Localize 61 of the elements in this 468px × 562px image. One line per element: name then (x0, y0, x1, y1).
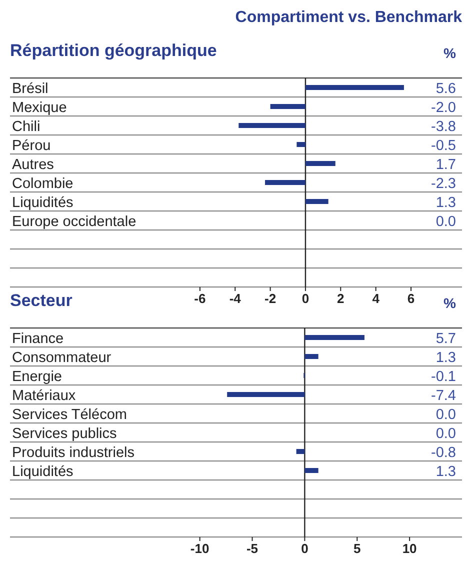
chart-subtitle: Compartiment vs. Benchmark (235, 9, 462, 26)
y-tick-label: Colombie (12, 176, 74, 192)
bar (296, 449, 305, 454)
y-tick-label: Autres (12, 157, 54, 173)
data-label: 1.3 (436, 350, 456, 366)
data-label: -0.5 (431, 138, 456, 154)
data-label: 0.0 (436, 426, 456, 442)
data-label: 1.7 (436, 157, 456, 173)
y-tick-label: Finance (12, 331, 64, 347)
y-tick-label: Services Télécom (12, 407, 127, 423)
x-tick-label: 4 (372, 291, 380, 306)
data-label: 1.3 (436, 195, 456, 211)
x-tick-label: -2 (264, 291, 276, 306)
data-label: 0.0 (436, 407, 456, 423)
x-tick-label: -6 (194, 291, 206, 306)
data-label: 5.7 (436, 331, 456, 347)
x-tick-label: -5 (246, 541, 258, 556)
x-tick-label: 0 (301, 541, 308, 556)
bar (238, 123, 306, 128)
x-tick-label: 5 (354, 541, 361, 556)
data-label: -7.4 (431, 388, 456, 404)
text: % (444, 295, 457, 311)
data-label: 5.6 (436, 81, 456, 97)
y-tick-label: Europe occidentale (12, 214, 136, 230)
data-label: -2.3 (431, 176, 456, 192)
bar (305, 199, 328, 204)
bar (270, 104, 306, 109)
bar (227, 392, 305, 397)
y-tick-label: Energie (12, 369, 62, 385)
x-tick-label: 2 (337, 291, 344, 306)
data-label: 1.3 (436, 464, 456, 480)
bar (265, 180, 306, 185)
bar (304, 468, 318, 473)
x-tick-label: 0 (302, 291, 310, 306)
data-label: 0.0 (436, 214, 456, 230)
data-label: -2.0 (431, 100, 456, 116)
chart-title: Répartition géographique (10, 41, 217, 60)
y-tick-label: Liquidités (12, 464, 74, 480)
data-label: -0.8 (431, 445, 456, 461)
y-tick-label: Services publics (12, 426, 117, 442)
bar (304, 335, 364, 340)
bar (305, 85, 404, 90)
y-tick-label: Liquidités (12, 195, 74, 211)
y-tick-label: Produits industriels (12, 445, 134, 461)
y-tick-label: Pérou (12, 138, 51, 154)
y-tick-label: Consommateur (12, 350, 112, 366)
y-tick-label: Matériaux (12, 388, 76, 404)
data-label: -0.1 (431, 369, 456, 385)
text: % (444, 45, 457, 61)
bar (296, 142, 306, 147)
bar (305, 161, 336, 166)
x-tick-label: 6 (407, 291, 415, 306)
bar (304, 354, 318, 359)
y-tick-label: Chili (12, 119, 40, 135)
x-tick-label: -4 (229, 291, 242, 306)
y-tick-label: Brésil (12, 81, 48, 97)
data-label: -3.8 (431, 119, 456, 135)
chart-title: Secteur (10, 291, 73, 310)
x-tick-label: -10 (190, 541, 210, 556)
x-tick-label: 10 (402, 541, 417, 556)
y-tick-label: Mexique (12, 100, 67, 116)
